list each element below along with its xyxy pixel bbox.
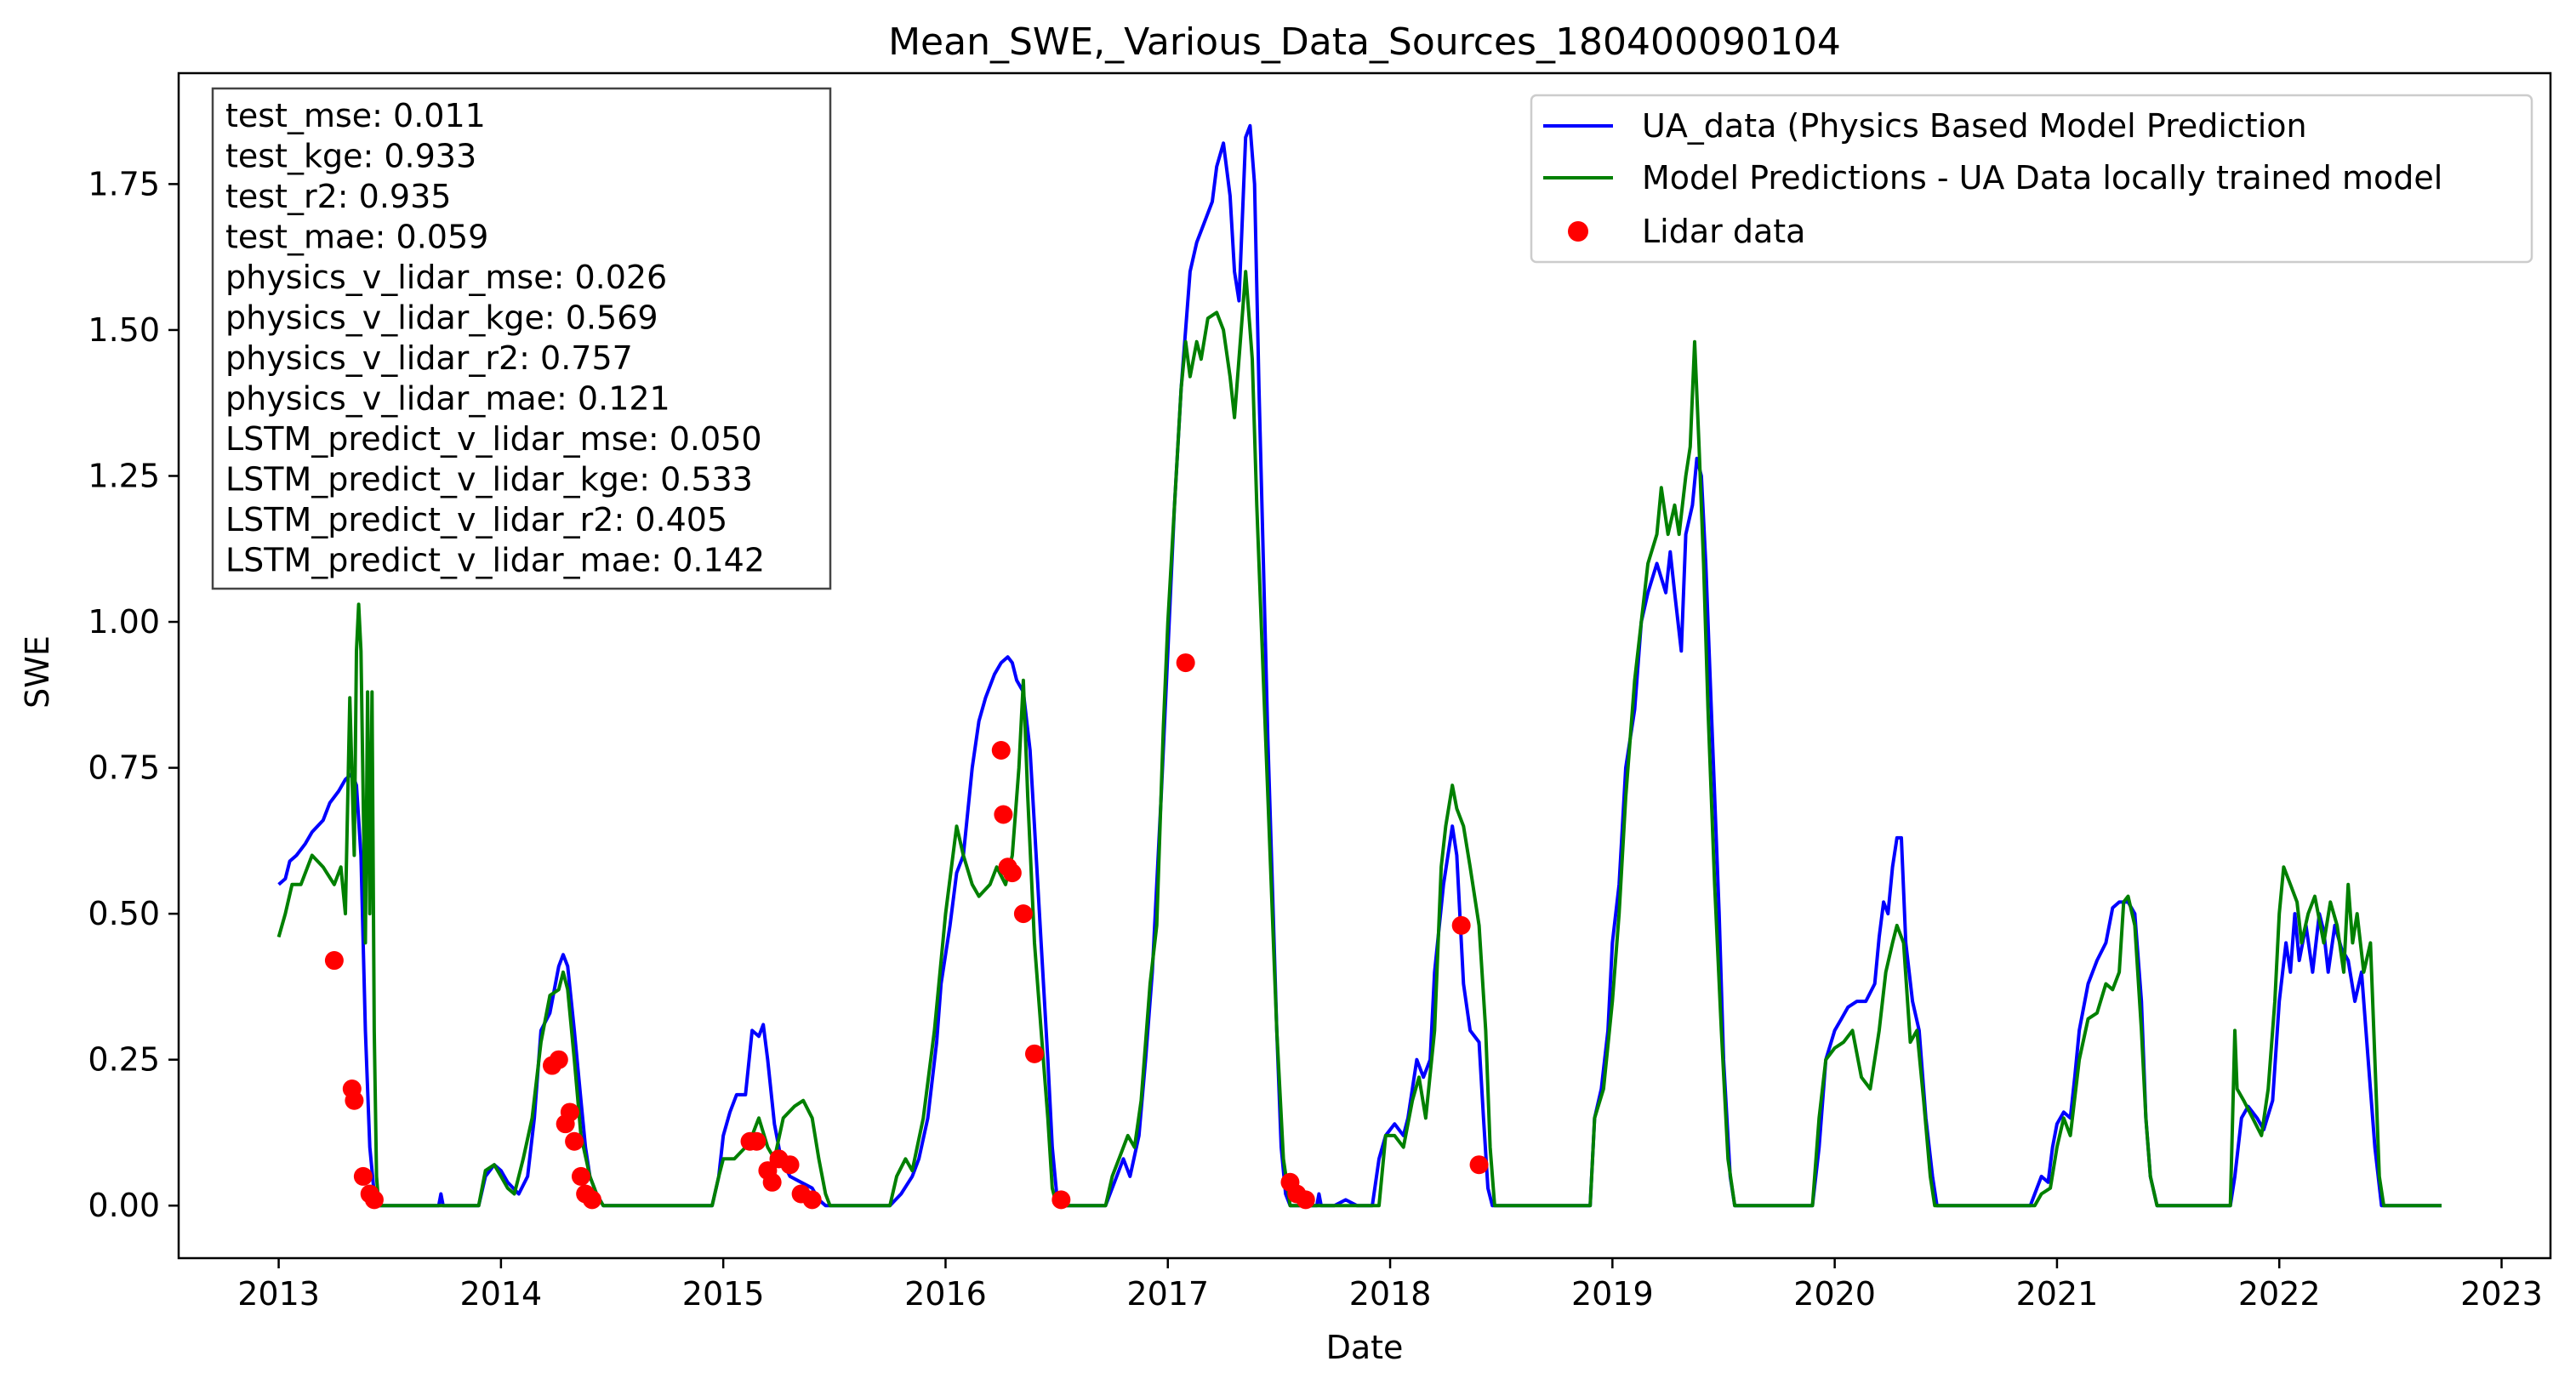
lidar-point: [1451, 915, 1471, 935]
stats-line: physics_v_lidar_r2: 0.757: [225, 339, 633, 377]
lidar-point: [549, 1050, 568, 1069]
stats-line: LSTM_predict_v_lidar_mse: 0.050: [225, 420, 762, 458]
stats-line: physics_v_lidar_kge: 0.569: [225, 299, 658, 337]
lidar-point: [364, 1190, 384, 1210]
y-tick-label: 1.75: [88, 165, 160, 202]
lidar-point: [802, 1190, 822, 1210]
lidar-point: [994, 805, 1013, 824]
series-layer: [276, 123, 2442, 1210]
chart-title: Mean_SWE,_Various_Data_Sources_180400090…: [888, 20, 1841, 64]
lidar-point: [1176, 653, 1195, 673]
stats-line: physics_v_lidar_mse: 0.026: [225, 259, 667, 296]
stats-line: LSTM_predict_v_lidar_kge: 0.533: [225, 461, 753, 498]
stats-line: LSTM_predict_v_lidar_mae: 0.142: [225, 542, 765, 579]
stats-line: test_kge: 0.933: [225, 138, 476, 175]
lidar-point: [353, 1166, 373, 1186]
lidar-point: [991, 741, 1011, 760]
x-tick-label: 2021: [2016, 1275, 2099, 1313]
lidar-point: [1469, 1155, 1489, 1175]
x-tick-label: 2023: [2460, 1275, 2543, 1313]
lidar-point: [1013, 904, 1033, 924]
stats-line: LSTM_predict_v_lidar_r2: 0.405: [225, 501, 727, 538]
plot-frame: [177, 71, 2552, 1260]
lidar-point: [780, 1155, 800, 1175]
legend-swatch-lidar-data: [1568, 221, 1588, 242]
legend-label-lidar-data: Lidar data: [1642, 213, 1805, 250]
y-tick-label: 1.25: [88, 457, 160, 494]
lidar-point: [1296, 1190, 1315, 1210]
x-tick-label: 2013: [237, 1275, 320, 1313]
x-axis-label: Date: [1326, 1329, 1404, 1366]
legend-label-model-predictions: Model Predictions - UA Data locally trai…: [1642, 159, 2442, 197]
y-tick-label: 0.25: [88, 1041, 160, 1079]
stats-line: test_mse: 0.011: [225, 97, 486, 134]
y-axis-label: SWE: [19, 635, 56, 709]
stats-box-frame: [211, 87, 832, 590]
lidar-point: [1024, 1044, 1044, 1063]
lidar-point: [324, 951, 344, 971]
x-tick-label: 2019: [1571, 1275, 1654, 1313]
y-tick-label: 0.00: [88, 1187, 160, 1224]
lidar-point: [345, 1091, 364, 1110]
y-tick-label: 0.75: [88, 749, 160, 787]
legend-frame: [1530, 94, 2533, 264]
x-tick-label: 2016: [904, 1275, 987, 1313]
legend-label-ua-data: UA_data (Physics Based Model Prediction: [1642, 107, 2307, 145]
lidar-point: [1051, 1190, 1071, 1210]
x-tick-label: 2022: [2238, 1275, 2321, 1313]
x-tick-label: 2015: [682, 1275, 765, 1313]
x-tick-label: 2018: [1349, 1275, 1432, 1313]
lidar-point: [571, 1166, 590, 1186]
stats-line: test_mae: 0.059: [225, 219, 488, 256]
lidar-point: [762, 1172, 782, 1192]
y-tick-label: 1.50: [88, 311, 160, 349]
lidar-point: [565, 1131, 584, 1151]
lidar-point: [560, 1102, 579, 1122]
axes-layer: 2013 2014 2015 2016 2017 2018 2019 2020 2021 2022…: [88, 165, 2542, 1313]
y-tick-label: 0.50: [88, 895, 160, 932]
x-tick-label: 2014: [460, 1275, 543, 1313]
y-tick-label: 1.00: [88, 603, 160, 641]
stats-line: test_r2: 0.935: [225, 178, 451, 215]
lidar-point: [1002, 863, 1022, 883]
stats-line: physics_v_lidar_mae: 0.121: [225, 380, 670, 418]
lidar-point: [583, 1190, 602, 1210]
legend: UA_data (Physics Based Model Prediction …: [1530, 94, 2533, 264]
x-tick-label: 2017: [1126, 1275, 1209, 1313]
x-tick-label: 2020: [1793, 1275, 1876, 1313]
lidar-point: [747, 1131, 767, 1151]
